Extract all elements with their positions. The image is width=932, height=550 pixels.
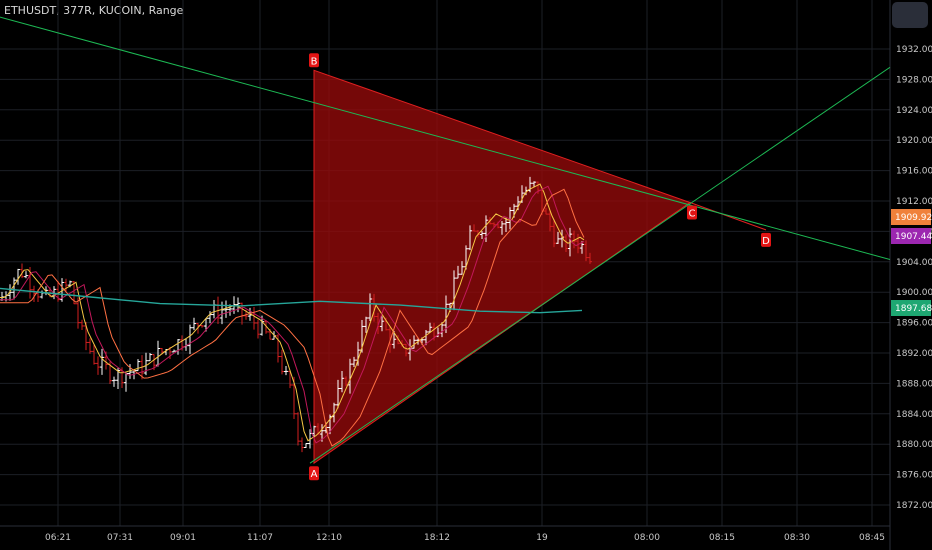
price-tag-bg <box>891 228 931 244</box>
y-tick-label: 1900.00 <box>896 288 932 298</box>
x-tick-label: 11:07 <box>247 533 273 543</box>
y-tick-label: 1928.00 <box>896 75 932 85</box>
y-tick-label: 1916.00 <box>896 167 932 177</box>
x-tick-label: 19 <box>536 533 548 543</box>
x-tick-label: 08:30 <box>784 533 810 543</box>
price-tag-label: 1897.68 <box>895 304 932 314</box>
y-tick-label: 1876.00 <box>896 471 932 481</box>
triangle-pattern <box>313 69 692 465</box>
point-label-D: D <box>762 236 770 247</box>
y-tick-label: 1912.00 <box>896 197 932 207</box>
toolbar-button[interactable] <box>892 2 928 28</box>
x-tick-label: 09:01 <box>170 533 196 543</box>
y-tick-label: 1920.00 <box>896 136 932 146</box>
ma-long <box>0 287 583 314</box>
y-tick-label: 1924.00 <box>896 106 932 116</box>
x-tick-label: 08:15 <box>709 533 735 543</box>
point-badge-C <box>687 205 697 220</box>
price-tag-label: 1909.92 <box>895 213 932 223</box>
y-tick-label: 1904.00 <box>896 258 932 268</box>
ma-slow <box>0 188 585 447</box>
x-tick-label: 12:10 <box>316 533 342 543</box>
x-tick-label: 18:12 <box>424 533 450 543</box>
x-tick-label: 06:21 <box>45 533 71 543</box>
x-tick-label: 07:31 <box>107 533 133 543</box>
ma-mid <box>0 185 585 444</box>
y-tick-label: 1932.00 <box>896 45 932 55</box>
point-badge-B <box>309 53 319 68</box>
price-tag-bg <box>891 300 931 316</box>
trendline-upper <box>0 16 891 261</box>
point-label-B: B <box>311 56 318 67</box>
x-tick-label: 08:00 <box>634 533 660 543</box>
y-tick-label: 1892.00 <box>896 349 932 359</box>
chart-title: ETHUSDT, 377R, KUCOIN, Range <box>4 4 184 17</box>
point-label-C: C <box>689 209 696 220</box>
point-label-A: A <box>311 469 318 480</box>
point-badge-D <box>761 232 771 247</box>
y-tick-label: 1872.00 <box>896 501 932 511</box>
x-tick-label: 08:45 <box>859 533 885 543</box>
y-tick-label: 1888.00 <box>896 379 932 389</box>
pattern-leg-cd <box>689 202 767 231</box>
point-badge-A <box>309 466 319 481</box>
y-tick-label: 1880.00 <box>896 440 932 450</box>
trendline-lower <box>309 66 891 464</box>
y-tick-label: 1896.00 <box>896 319 932 329</box>
ma-fast <box>0 183 585 442</box>
y-tick-label: 1884.00 <box>896 410 932 420</box>
price-tag-label: 1907.44 <box>895 232 932 242</box>
price-tag-bg <box>891 209 931 225</box>
